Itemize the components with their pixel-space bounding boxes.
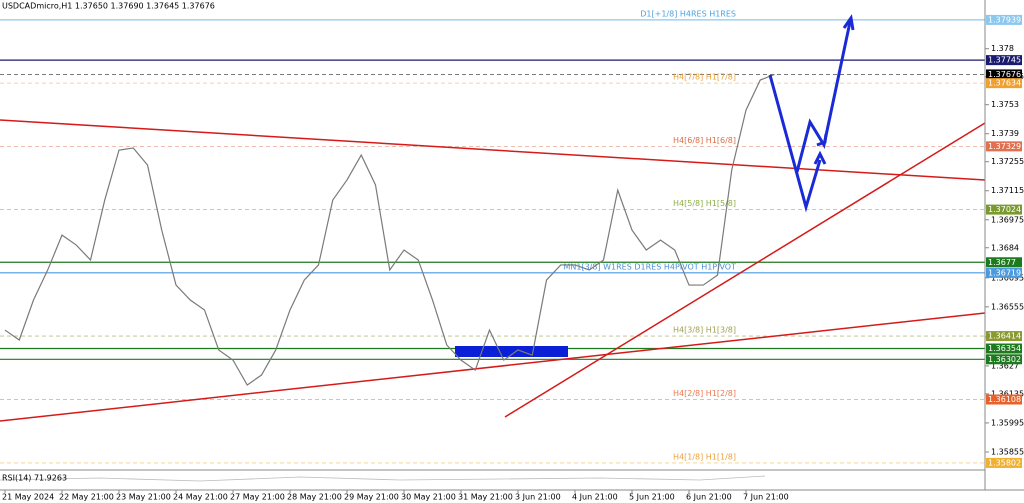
level-box	[986, 331, 1022, 342]
level-box	[986, 55, 1022, 66]
indicator-line	[0, 475, 766, 482]
y-tick-label: 1.3753	[991, 100, 1019, 109]
y-tick-label: 1.37255	[991, 157, 1024, 166]
level-value: 1.37329	[988, 142, 1021, 151]
level-label: MN1[3/8] W1RES D1RES H4PIVOT H1PIVOT	[563, 262, 736, 271]
level-label: H4[2/8] H1[2/8]	[673, 389, 736, 398]
level-box	[986, 343, 1022, 354]
level-value: 1.36414	[988, 332, 1021, 341]
level-box	[986, 204, 1022, 215]
level-box	[986, 78, 1022, 89]
x-tick-label: 5 Jun 21:00	[629, 493, 675, 502]
x-tick-label: 4 Jun 21:00	[572, 493, 618, 502]
y-tick-label: 1.36555	[991, 302, 1024, 311]
x-tick-label: 28 May 21:00	[287, 493, 342, 502]
x-tick-label: 27 May 21:00	[230, 493, 285, 502]
level-label: H4[5/8] H1[5/8]	[673, 199, 736, 208]
y-tick-label: 1.35995	[991, 418, 1024, 427]
level-value: 1.37745	[988, 56, 1021, 65]
arrow-head	[816, 133, 828, 147]
x-tick-label: 22 May 21:00	[59, 493, 114, 502]
axis: 1.3781.376651.37531.37391.372551.371151.…	[2, 14, 1024, 502]
level-label: H4[1/8] H1[1/8]	[673, 452, 736, 461]
trend-line	[0, 312, 986, 422]
level-value: 1.36302	[988, 355, 1021, 364]
level-box	[986, 354, 1022, 365]
zone	[455, 346, 568, 357]
forecast-path	[768, 74, 822, 213]
level-value: 1.36354	[988, 344, 1021, 353]
x-tick-label: 24 May 21:00	[173, 493, 228, 502]
level-box	[986, 14, 1022, 25]
x-tick-label: 31 May 21:00	[458, 493, 513, 502]
level-value: 1.3677	[988, 258, 1016, 267]
level-value: 1.36719	[988, 268, 1021, 277]
y-tick-label: 1.36975	[991, 215, 1024, 224]
x-tick-label: 30 May 21:00	[401, 493, 456, 502]
y-tick-label: 1.3684	[991, 243, 1019, 252]
level-value: 1.37939	[988, 15, 1021, 24]
level-label: H4[6/8] H1[6/8]	[673, 136, 736, 145]
level-value: 1.36108	[988, 395, 1021, 404]
y-tick-label: 1.378	[991, 44, 1014, 53]
indicator-label: RSI(14) 71.9263	[2, 474, 67, 483]
chart-title: USDCADmicro,H1 1.37650 1.37690 1.37645 1…	[2, 2, 215, 11]
level-value: 1.35802	[988, 458, 1021, 467]
level-box	[986, 394, 1022, 405]
level-box	[986, 267, 1022, 278]
level-label: H4[3/8] H1[3/8]	[673, 326, 736, 335]
level-box	[986, 257, 1022, 268]
x-tick-label: 21 May 2024	[2, 493, 54, 502]
arrow-head	[813, 150, 827, 165]
level-label: H4[7/8] H1[7/8]	[673, 73, 736, 82]
level-box	[986, 69, 1022, 80]
x-tick-label: 23 May 21:00	[116, 493, 171, 502]
forecast-path	[795, 21, 852, 173]
x-tick-label: 3 Jun 21:00	[515, 493, 561, 502]
y-tick-label: 1.3627	[991, 361, 1019, 370]
x-tick-label: 29 May 21:00	[344, 493, 399, 502]
x-tick-label: 6 Jun 21:00	[686, 493, 732, 502]
trend-line	[504, 122, 986, 418]
arrow-head	[842, 14, 855, 31]
level-box	[986, 457, 1022, 468]
forecast	[768, 14, 855, 213]
y-tick-label: 1.37115	[991, 186, 1024, 195]
y-tick-label: 1.3739	[991, 129, 1019, 138]
level-value: 1.37024	[988, 205, 1021, 214]
x-tick-label: 7 Jun 21:00	[743, 493, 789, 502]
series	[4, 73, 775, 386]
level-box	[986, 141, 1022, 152]
level-value: 1.37634	[988, 79, 1021, 88]
trend-line	[0, 119, 986, 181]
level-label: D1[+1/8] H4RES H1RES	[640, 9, 736, 18]
y-tick-label: 1.35855	[991, 447, 1024, 456]
y-tick-label: 1.36135	[991, 389, 1024, 398]
level-value: 1.37676	[988, 70, 1021, 79]
price-line	[4, 73, 775, 386]
